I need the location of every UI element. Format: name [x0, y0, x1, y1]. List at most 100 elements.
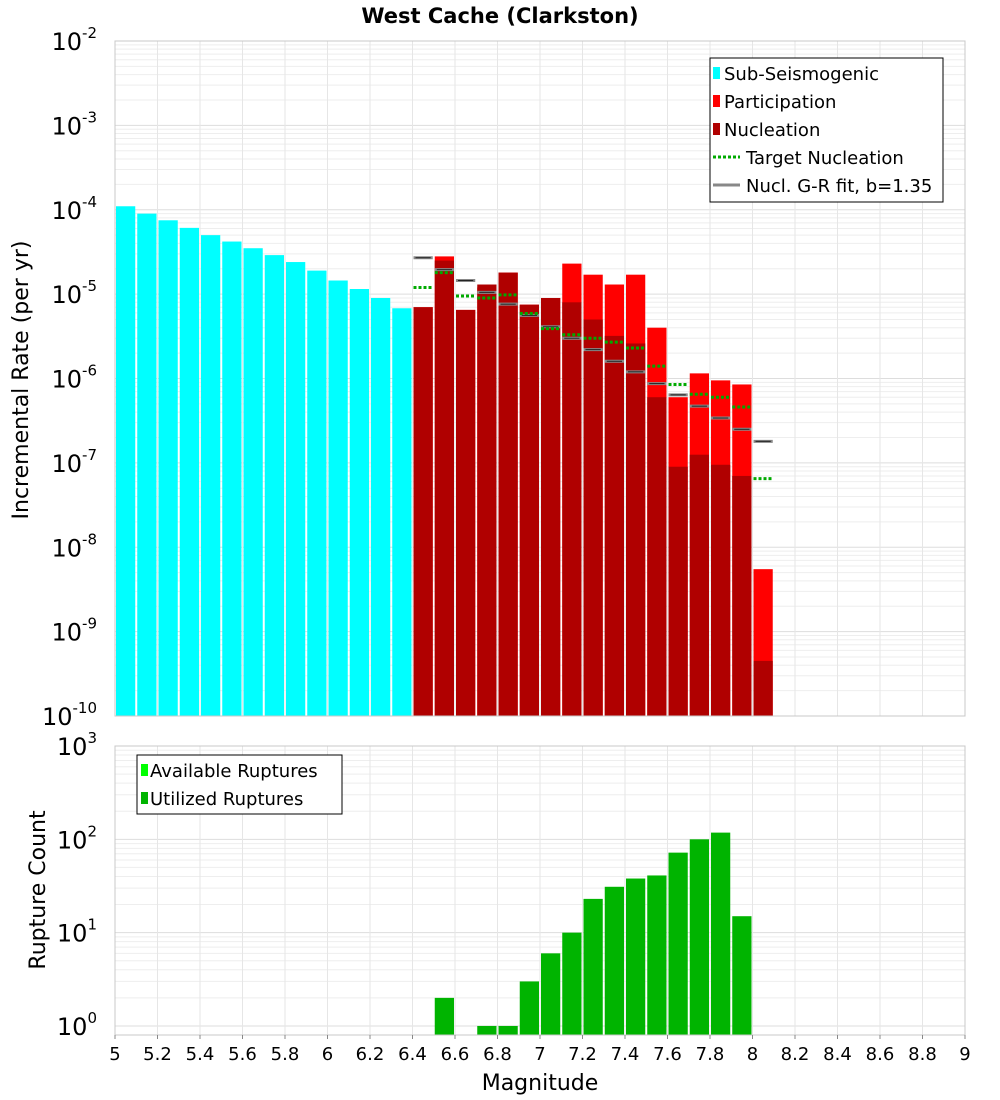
bar-nucleation — [732, 475, 752, 716]
bar-sub-seismogenic — [307, 270, 327, 716]
bar-nucleation — [689, 454, 709, 716]
y-tick-label: 100 — [57, 1009, 97, 1041]
top-lines — [413, 256, 773, 481]
bar-sub-seismogenic — [116, 206, 136, 716]
legend-box — [136, 754, 343, 815]
bar-sub-seismogenic — [243, 248, 263, 717]
bar-sub-seismogenic — [222, 241, 242, 717]
top-y-axis-label: Incremental Rate (per yr) — [9, 241, 34, 520]
x-axis-label: Magnitude — [482, 1071, 599, 1096]
y-tick-label: 10-6 — [51, 362, 97, 394]
bottom-legend: Available Ruptures Utilized Ruptures — [136, 754, 343, 815]
bar-sub-seismogenic — [349, 289, 369, 716]
bar-utilized-ruptures — [668, 852, 688, 1035]
bar-nucleation — [498, 272, 518, 716]
y-tick-label: 10-3 — [51, 108, 97, 140]
top-bars — [116, 206, 773, 717]
bar-utilized-ruptures — [583, 898, 603, 1035]
bar-sub-seismogenic — [264, 255, 284, 716]
bottom-y-axis-label: Rupture Count — [26, 810, 51, 970]
bottom-bars — [434, 832, 752, 1035]
x-tick-label: 8 — [747, 1044, 758, 1065]
x-tick-label: 5 — [109, 1044, 120, 1065]
legend-label: Utilized Ruptures — [150, 789, 303, 810]
y-tick-label: 10-8 — [51, 530, 97, 562]
bar-sub-seismogenic — [328, 280, 348, 716]
legend-swatch — [713, 67, 720, 79]
x-tick-label: 6.8 — [483, 1044, 512, 1065]
legend-box — [709, 57, 944, 203]
bar-sub-seismogenic — [179, 227, 199, 716]
legend-label: Sub-Seismogenic — [724, 64, 879, 85]
bar-nucleation — [434, 260, 454, 716]
y-tick-label: 101 — [57, 916, 97, 948]
x-tick-label: 5.8 — [271, 1044, 300, 1065]
legend-label: Nucleation — [724, 120, 820, 141]
bar-nucleation — [477, 284, 497, 716]
bar-utilized-ruptures — [689, 839, 709, 1035]
bar-utilized-ruptures — [562, 932, 582, 1035]
bar-nucleation — [668, 466, 688, 716]
bar-nucleation — [583, 319, 603, 716]
x-ticks: 5 5.2 5.4 5.6 5.8 6 6.2 6.4 6.6 6.8 7 7.2 7.4 7.6 7.8 8… — [109, 1035, 971, 1065]
x-tick-label: 7.8 — [696, 1044, 725, 1065]
x-tick-label: 8.2 — [781, 1044, 810, 1065]
legend-swatch — [713, 95, 720, 107]
bar-nucleation — [456, 309, 476, 716]
y-tick-label: 10-10 — [42, 699, 97, 731]
x-tick-label: 6 — [322, 1044, 333, 1065]
bar-utilized-ruptures — [711, 832, 731, 1035]
bar-utilized-ruptures — [541, 953, 561, 1035]
bar-utilized-ruptures — [434, 997, 454, 1035]
bar-nucleation — [519, 304, 539, 716]
x-tick-label: 7.2 — [568, 1044, 597, 1065]
bar-utilized-ruptures — [604, 886, 624, 1035]
bar-utilized-ruptures — [626, 878, 646, 1035]
legend-label: Nucl. G-R fit, b=1.35 — [746, 176, 932, 197]
x-tick-label: 5.2 — [143, 1044, 172, 1065]
bar-utilized-ruptures — [477, 1025, 497, 1035]
bar-nucleation — [626, 343, 646, 716]
x-tick-label: 8.6 — [866, 1044, 895, 1065]
bar-sub-seismogenic — [371, 297, 391, 716]
x-tick-label: 6.4 — [398, 1044, 427, 1065]
bar-nucleation — [711, 464, 731, 716]
y-tick-label: 102 — [57, 822, 97, 854]
y-tick-label: 10-4 — [51, 193, 97, 225]
top-legend: Sub-Seismogenic Participation Nucleation Ta… — [709, 57, 944, 203]
legend-swatch — [141, 792, 148, 804]
bar-nucleation — [647, 397, 667, 716]
y-tick-label: 10-5 — [51, 277, 97, 309]
bar-nucleation — [413, 307, 433, 716]
chart-title: West Cache (Clarkston) — [361, 4, 638, 28]
bar-sub-seismogenic — [286, 262, 306, 716]
bar-utilized-ruptures — [498, 1025, 518, 1035]
legend-swatch — [713, 123, 720, 135]
y-tick-label: 10-2 — [51, 24, 97, 56]
x-tick-label: 8.4 — [823, 1044, 852, 1065]
bar-utilized-ruptures — [647, 875, 667, 1035]
x-tick-label: 6.2 — [356, 1044, 385, 1065]
legend-label: Participation — [724, 92, 836, 113]
legend-swatch — [141, 764, 148, 776]
bar-sub-seismogenic — [201, 235, 221, 716]
y-tick-label: 103 — [57, 729, 97, 761]
legend-label: Available Ruptures — [150, 761, 318, 782]
top-y-ticks: 10-10 10-9 10-8 10-7 10-6 10-5 10-4 10-3 10-2 — [42, 24, 97, 731]
y-tick-label: 10-9 — [51, 615, 97, 647]
bar-nucleation — [541, 297, 561, 716]
top-plot-frame — [114, 40, 966, 717]
x-tick-label: 7 — [534, 1044, 545, 1065]
y-tick-label: 10-7 — [51, 446, 97, 478]
bar-utilized-ruptures — [732, 916, 752, 1035]
x-tick-label: 5.6 — [228, 1044, 257, 1065]
bar-sub-seismogenic — [392, 308, 412, 716]
bar-nucleation — [753, 660, 773, 716]
x-tick-label: 5.4 — [186, 1044, 215, 1065]
x-tick-label: 7.4 — [611, 1044, 640, 1065]
x-tick-label: 7.6 — [653, 1044, 682, 1065]
bar-sub-seismogenic — [158, 220, 178, 717]
bar-utilized-ruptures — [519, 981, 539, 1035]
x-tick-label: 8.8 — [908, 1044, 937, 1065]
